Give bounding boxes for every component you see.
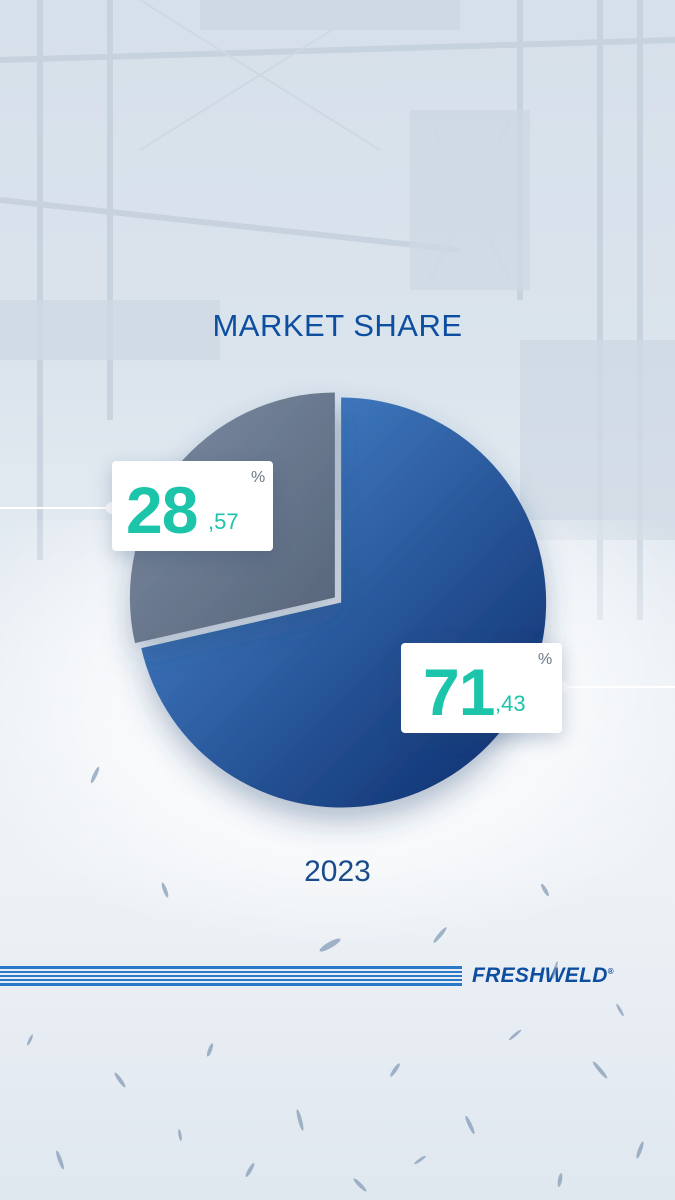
chart-year: 2023 xyxy=(304,855,371,888)
data-label-28-57: 28 ,57 % xyxy=(112,461,273,551)
label-28-decimal: ,57 xyxy=(208,509,239,534)
label-28-percent: % xyxy=(251,469,266,486)
brand-name: FRESHWELD xyxy=(472,964,608,987)
particle-decoration xyxy=(27,766,644,1192)
data-label-71-43: 71 ,43 % xyxy=(401,643,562,733)
label-71-main: 71 xyxy=(423,655,495,729)
label-71-decimal: ,43 xyxy=(495,691,526,716)
background-factory-image xyxy=(0,0,675,620)
brand-stripes xyxy=(0,966,462,986)
registered-mark: ® xyxy=(607,967,614,976)
chart-title: MARKET SHARE xyxy=(212,308,463,343)
label-28-main: 28 xyxy=(126,473,198,547)
label-71-percent: % xyxy=(538,651,553,668)
freshweld-logo: FRESHWELD® xyxy=(472,964,614,988)
